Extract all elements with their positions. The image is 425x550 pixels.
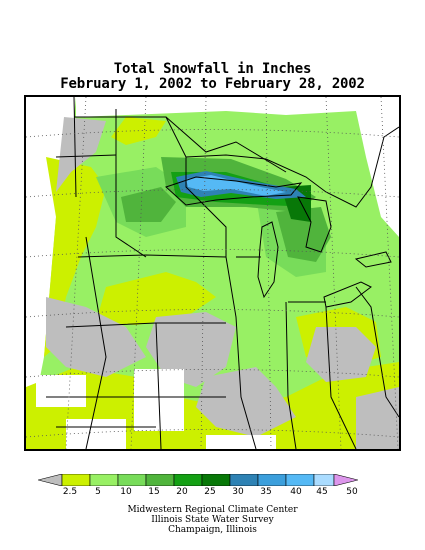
snow-core-inner bbox=[186, 175, 286, 196]
trace-zone-se bbox=[356, 387, 399, 449]
graticule bbox=[26, 97, 399, 449]
legend-tick-50: 50 bbox=[346, 487, 358, 497]
credit-line-1: Midwestern Regional Climate Center bbox=[127, 505, 298, 515]
legend-tick-40: 40 bbox=[290, 487, 302, 497]
legend-swatch-40 bbox=[285, 474, 315, 486]
legend-swatch-20 bbox=[173, 474, 203, 486]
trace-zone-nw bbox=[56, 117, 106, 192]
legend-swatch-5 bbox=[89, 474, 119, 486]
legend-tick-35: 35 bbox=[260, 487, 272, 497]
no-snow-patch-a bbox=[36, 375, 86, 407]
trace-zone-ohio bbox=[306, 327, 376, 382]
outside-region-right bbox=[356, 111, 399, 237]
legend-tick-15: 15 bbox=[148, 487, 160, 497]
legend-tick-5: 5 bbox=[95, 487, 101, 497]
snowfall-map bbox=[24, 95, 401, 451]
legend-tick-30: 30 bbox=[232, 487, 244, 497]
canada-border bbox=[74, 116, 399, 208]
trace-zone-illinois bbox=[196, 367, 296, 437]
legend-swatch-35 bbox=[257, 474, 287, 486]
no-snow-patch-d bbox=[206, 435, 276, 449]
snowfall-map-canvas bbox=[26, 97, 399, 449]
legend-swatch-above-50 bbox=[333, 474, 358, 486]
legend-color-bar bbox=[38, 474, 358, 486]
legend-swatch-below-2-5 bbox=[38, 474, 63, 486]
outside-region-left bbox=[26, 97, 76, 449]
lake-erie bbox=[323, 281, 372, 308]
map-title: Total Snowfall in Inches bbox=[113, 61, 312, 77]
legend-swatch-10 bbox=[117, 474, 147, 486]
legend-swatch-45 bbox=[313, 474, 335, 486]
credit-line-2: Illinois State Water Survey bbox=[151, 515, 274, 525]
legend-tick-20: 20 bbox=[176, 487, 188, 497]
credit-line-3: Champaign, Illinois bbox=[168, 525, 257, 535]
lake-ontario bbox=[354, 251, 392, 268]
yellow-zone-iowa bbox=[96, 272, 216, 325]
legend-swatch-25 bbox=[201, 474, 231, 486]
legend-swatch-30 bbox=[229, 474, 259, 486]
legend-swatch-15 bbox=[145, 474, 175, 486]
green-zone-lower-mi bbox=[276, 207, 331, 262]
legend-swatch-2-5 bbox=[61, 474, 91, 486]
legend-tick-2-5: 2.5 bbox=[62, 487, 78, 497]
legend-tick-10: 10 bbox=[120, 487, 132, 497]
map-date-range: February 1, 2002 to February 28, 2002 bbox=[60, 76, 365, 92]
legend-tick-25: 25 bbox=[204, 487, 216, 497]
trace-zone-missouri bbox=[146, 312, 236, 387]
state-boundaries bbox=[46, 97, 399, 449]
no-snow-patch-b bbox=[66, 419, 126, 449]
outside-region-top bbox=[76, 97, 399, 117]
lake-huron bbox=[297, 196, 332, 253]
legend-tick-45: 45 bbox=[316, 487, 328, 497]
green-zone-superior-west bbox=[121, 187, 176, 222]
